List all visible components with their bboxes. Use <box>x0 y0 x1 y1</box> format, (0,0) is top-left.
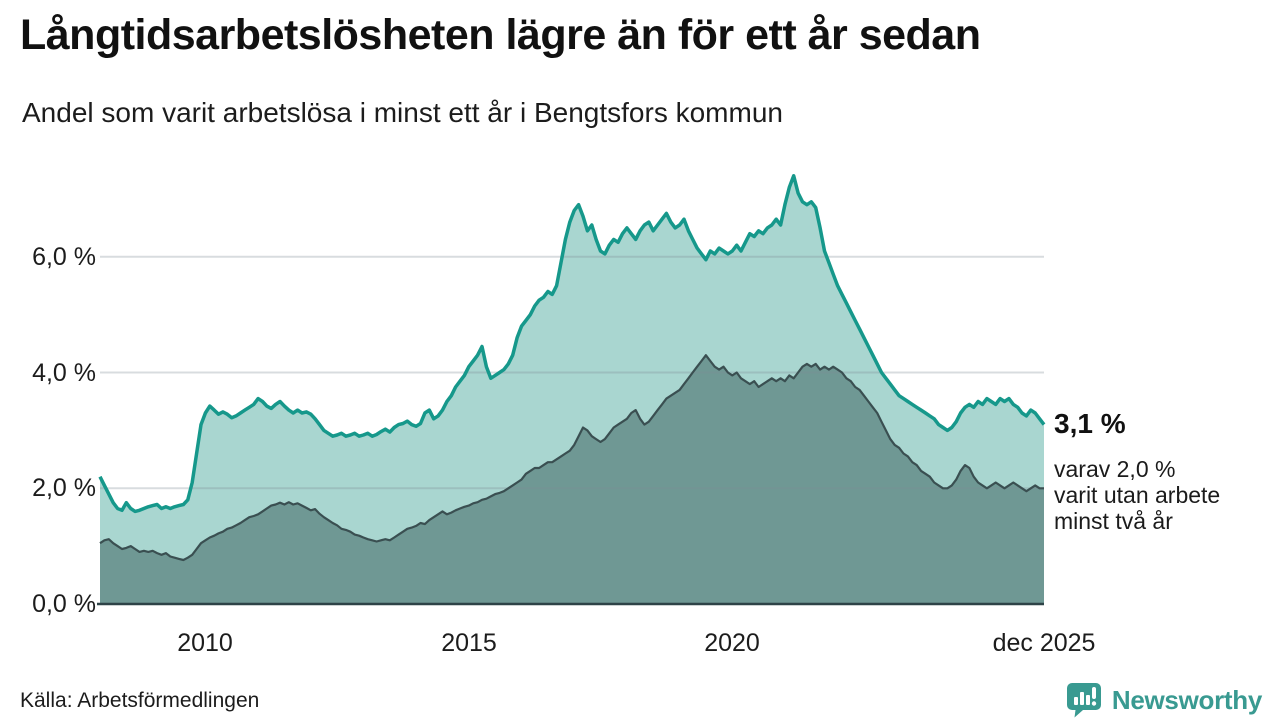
latest-value-breakdown: varav 2,0 % varit utan arbete minst två år <box>1054 456 1220 534</box>
annotation-line: varit utan arbete <box>1054 482 1221 508</box>
line-unemployed-1yr <box>98 174 1046 514</box>
annotation-line: varav 2,0 % <box>1054 456 1176 482</box>
brand: Newsworthy <box>1066 682 1262 718</box>
x-tick-label: 2020 <box>704 629 760 657</box>
latest-value-label: 3,1 % <box>1054 408 1126 439</box>
brand-name: Newsworthy <box>1111 684 1262 715</box>
line-unemployed-2yr <box>99 354 1044 562</box>
newsworthy-logo-icon <box>1066 683 1101 718</box>
y-tick-label: 6,0 % <box>32 242 96 271</box>
y-tick-label: 4,0 % <box>32 358 96 387</box>
source-text: Källa: Arbetsförmedlingen <box>20 689 260 712</box>
x-tick-label: dec 2025 <box>992 629 1096 657</box>
y-tick-label: 2,0 % <box>32 474 96 503</box>
annotation-line: minst två år <box>1054 508 1173 534</box>
chart-subtitle: Andel som varit arbetslösa i minst ett å… <box>22 97 783 128</box>
x-tick-label: 2015 <box>441 629 497 657</box>
chart-title: Långtidsarbetslösheten lägre än för ett … <box>20 11 981 59</box>
area-unemployed-2yr <box>100 355 1044 604</box>
y-tick-label: 0,0 % <box>32 590 96 618</box>
x-tick-label: 2010 <box>177 629 233 657</box>
